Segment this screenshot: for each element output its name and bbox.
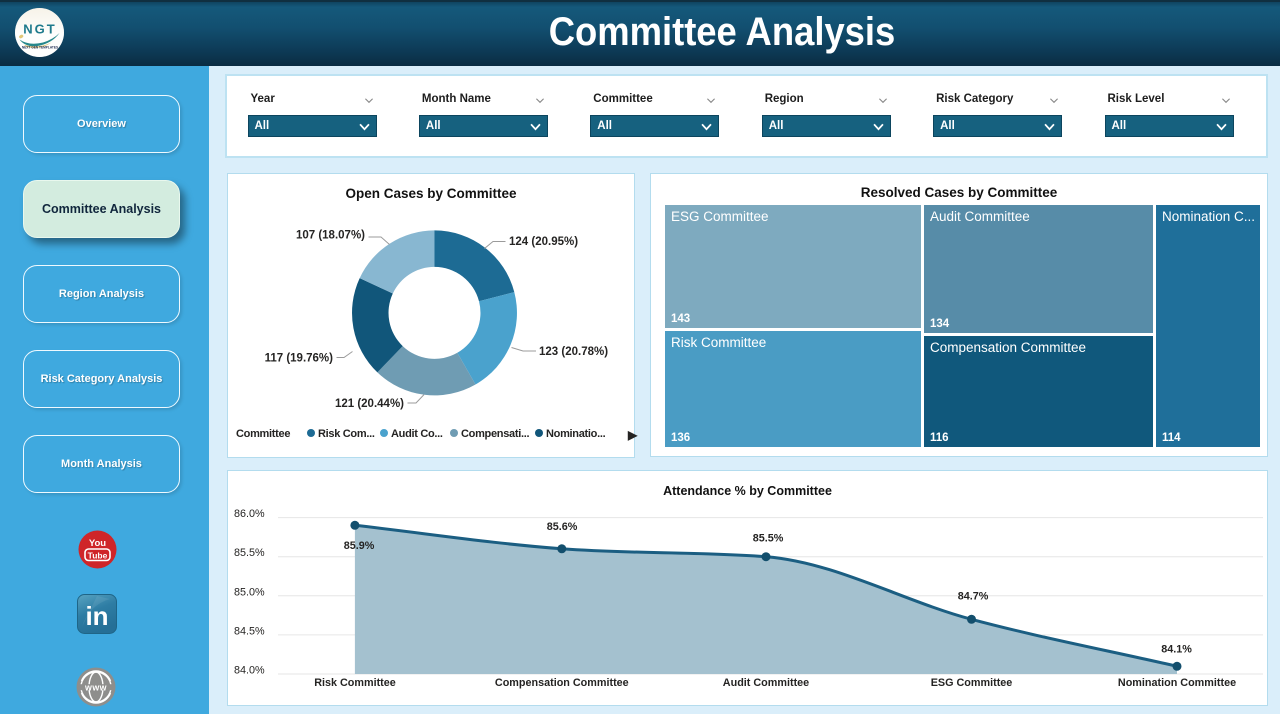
svg-text:121 (20.44%): 121 (20.44%) [335,398,404,410]
svg-text:84.7%: 84.7% [958,591,989,603]
svg-text:www: www [84,682,107,692]
svg-text:117 (19.76%): 117 (19.76%) [265,353,334,365]
svg-text:85.5%: 85.5% [234,547,265,559]
svg-text:Audit Committee: Audit Committee [723,677,809,689]
svg-text:ESG Committee: ESG Committee [931,677,1013,689]
svg-text:NEXT GEN TEMPLATES: NEXT GEN TEMPLATES [22,46,58,50]
svg-text:86.0%: 86.0% [234,508,265,520]
svg-text:Tube: Tube [88,550,108,560]
svg-text:85.6%: 85.6% [547,521,578,533]
svg-text:NGT: NGT [23,22,56,37]
svg-text:84.5%: 84.5% [234,625,265,637]
svg-text:85.5%: 85.5% [753,533,784,545]
svg-text:107 (18.07%): 107 (18.07%) [296,230,365,242]
svg-text:in: in [85,601,108,631]
svg-text:84.1%: 84.1% [1161,644,1192,656]
svg-text:You: You [89,538,106,549]
svg-text:85.9%: 85.9% [344,540,375,552]
svg-text:Nomination Committee: Nomination Committee [1118,677,1236,689]
svg-text:124 (20.95%): 124 (20.95%) [509,236,578,248]
svg-text:Compensation Committee: Compensation Committee [495,677,629,689]
svg-text:123 (20.78%): 123 (20.78%) [539,346,608,358]
svg-text:85.0%: 85.0% [234,586,265,598]
svg-text:84.0%: 84.0% [234,665,265,677]
svg-text:Risk Committee: Risk Committee [314,677,396,689]
